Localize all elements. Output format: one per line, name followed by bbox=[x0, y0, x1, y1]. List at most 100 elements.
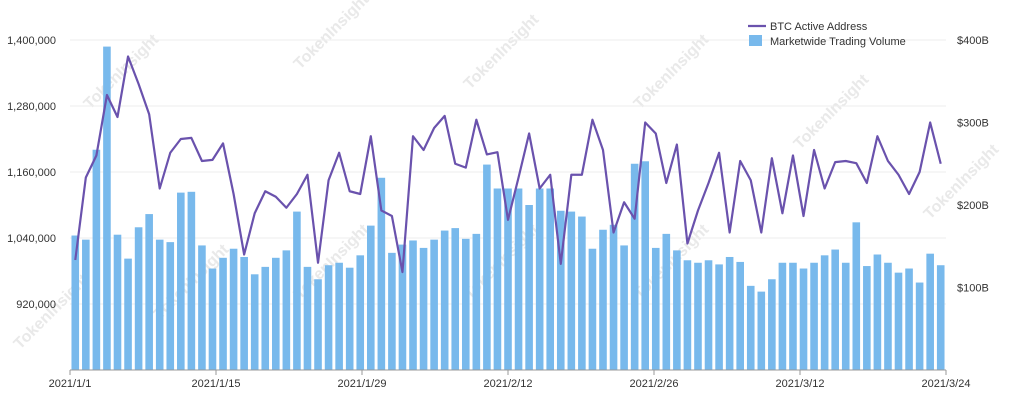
volume-bar bbox=[430, 239, 438, 370]
volume-bar bbox=[293, 211, 301, 370]
volume-bar bbox=[461, 238, 470, 370]
volume-bar bbox=[261, 266, 270, 370]
volume-bar bbox=[356, 255, 365, 370]
volume-bar bbox=[514, 188, 523, 370]
volume-bar bbox=[303, 266, 312, 370]
left-tick-label: 1,280,000 bbox=[7, 101, 56, 113]
volume-bar bbox=[757, 291, 766, 370]
legend-label-active-address: BTC Active Address bbox=[770, 21, 868, 33]
volume-bar bbox=[187, 191, 196, 370]
volume-bar bbox=[504, 188, 512, 370]
volume-bar bbox=[145, 214, 153, 370]
left-axis-ticks: 1,400,000 1,280,000 1,160,000 1,040,000 920,… bbox=[7, 35, 56, 311]
volume-bar bbox=[451, 228, 460, 370]
watermark-text: TokenInsight bbox=[11, 271, 93, 353]
left-tick-label: 1,400,000 bbox=[7, 35, 56, 47]
volume-bar bbox=[599, 229, 607, 370]
volume-bar bbox=[525, 205, 533, 370]
volume-bar bbox=[926, 253, 934, 370]
volume-bar bbox=[588, 248, 597, 370]
volume-bar bbox=[229, 248, 238, 370]
watermark-text: TokenInsight bbox=[291, 0, 373, 73]
x-tick-label: 2021/1/1 bbox=[49, 378, 92, 390]
volume-bar bbox=[134, 227, 143, 370]
volume-bar bbox=[630, 163, 639, 370]
right-tick-label: $400B bbox=[957, 35, 989, 47]
active-address-line bbox=[74, 55, 942, 274]
right-axis-ticks: $400B $300B $200B $100B bbox=[957, 35, 989, 295]
volume-bar bbox=[272, 257, 280, 370]
volume-bar bbox=[198, 245, 206, 370]
right-tick-label: $300B bbox=[957, 118, 989, 130]
volume-bar bbox=[863, 266, 871, 370]
volume-bar bbox=[377, 177, 386, 370]
watermark-text: TokenInsight bbox=[461, 11, 543, 93]
volume-bar bbox=[578, 216, 586, 370]
volume-bar bbox=[915, 282, 924, 370]
volume-bar bbox=[177, 192, 185, 370]
x-tick-label: 2021/3/24 bbox=[922, 378, 971, 390]
volume-bar bbox=[746, 285, 755, 370]
volume-bar bbox=[535, 188, 544, 370]
volume-bar bbox=[799, 268, 808, 370]
right-tick-label: $100B bbox=[957, 283, 989, 295]
volume-bar bbox=[662, 233, 671, 370]
x-tick-label: 2021/2/12 bbox=[484, 378, 533, 390]
volume-bar bbox=[419, 247, 428, 370]
volume-bar bbox=[335, 262, 343, 370]
volume-bar bbox=[324, 265, 333, 370]
volume-bar bbox=[483, 164, 491, 370]
volume-bar bbox=[683, 260, 692, 370]
x-tick-label: 2021/2/26 bbox=[630, 378, 679, 390]
volume-bar bbox=[398, 244, 407, 370]
x-tick-label: 2021/3/12 bbox=[776, 378, 825, 390]
volume-bar bbox=[841, 262, 850, 370]
volume-bar bbox=[778, 262, 787, 370]
volume-bar bbox=[388, 252, 396, 370]
volume-bar bbox=[82, 239, 90, 370]
x-tick-label: 2021/1/29 bbox=[338, 378, 387, 390]
volume-bar bbox=[366, 225, 375, 370]
right-tick-label: $200B bbox=[957, 200, 989, 212]
volume-bar bbox=[92, 149, 101, 370]
volume-bar bbox=[873, 254, 882, 370]
volume-bar bbox=[314, 279, 322, 370]
legend-bar-swatch bbox=[749, 35, 762, 46]
left-tick-label: 920,000 bbox=[16, 299, 56, 311]
volume-bar bbox=[472, 233, 481, 370]
volume-bar bbox=[905, 268, 913, 370]
volume-bar bbox=[694, 262, 702, 370]
volume-bar bbox=[345, 267, 354, 370]
volume-bar bbox=[789, 262, 797, 370]
volume-bar bbox=[651, 247, 660, 370]
watermark-text: TokenInsight bbox=[631, 31, 713, 113]
volume-bar bbox=[219, 257, 227, 370]
volume-bar bbox=[493, 188, 502, 370]
volume-bar bbox=[936, 265, 945, 370]
volume-bar bbox=[124, 258, 132, 370]
volume-bar bbox=[103, 46, 111, 370]
volume-bar bbox=[250, 274, 259, 370]
left-tick-label: 1,040,000 bbox=[7, 233, 56, 245]
volume-bar bbox=[831, 249, 839, 370]
volume-bar bbox=[546, 188, 555, 370]
volume-bar bbox=[725, 256, 734, 370]
volume-bar bbox=[567, 211, 576, 370]
legend-label-trading-volume: Marketwide Trading Volume bbox=[770, 36, 906, 48]
volume-bar bbox=[641, 161, 650, 370]
volume-bar bbox=[820, 255, 829, 370]
volume-bar bbox=[810, 262, 818, 370]
left-tick-label: 1,160,000 bbox=[7, 167, 56, 179]
volume-bar bbox=[768, 279, 776, 370]
legend: BTC Active Address Marketwide Trading Vo… bbox=[748, 21, 906, 48]
volume-bar bbox=[208, 268, 217, 370]
volume-bar bbox=[155, 239, 164, 370]
volume-bar bbox=[884, 262, 892, 370]
volume-bar bbox=[71, 235, 80, 370]
volume-bar bbox=[894, 272, 903, 370]
volume-bar bbox=[166, 242, 175, 370]
volume-bar bbox=[440, 230, 449, 370]
volume-bar bbox=[736, 261, 744, 370]
volume-bar bbox=[852, 222, 861, 370]
